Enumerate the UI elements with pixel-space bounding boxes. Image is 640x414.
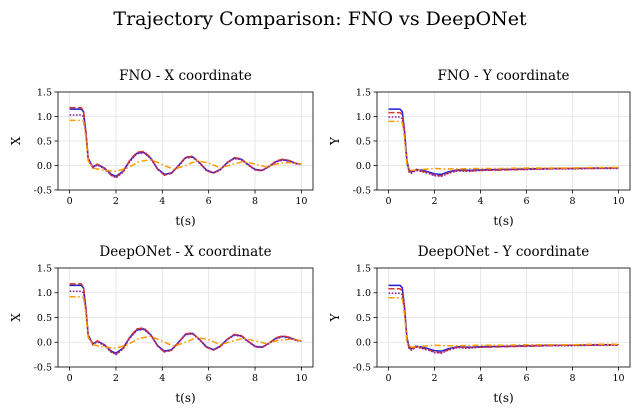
y-tick-label: 1.0 [37, 288, 52, 299]
series-line-dotted [69, 114, 302, 179]
x-axis-label: t(s) [175, 391, 195, 405]
y-tick-label: 0.0 [37, 338, 52, 349]
series-line-dashed [388, 111, 619, 177]
y-axis-label: Y [328, 136, 342, 146]
x-tick-label: 0 [385, 373, 391, 384]
x-tick-label: 0 [67, 196, 73, 207]
y-axis-label: Y [328, 312, 342, 322]
x-tick-label: 8 [252, 196, 258, 207]
x-tick-label: 8 [252, 373, 258, 384]
series-line-dashdot [388, 296, 619, 348]
y-tick-label: 0.5 [356, 136, 371, 147]
subplot-1: 0 2 4 6 8 10 -0.5 0.0 0.5 1.0 1.5 FNO - X coordinat… [9, 68, 314, 228]
x-tick-label: 6 [206, 196, 212, 207]
series-line-dashdot [69, 295, 302, 349]
series-line-dotted [388, 116, 619, 178]
series-group [69, 106, 302, 179]
x-tick-label: 4 [477, 373, 483, 384]
series-group [388, 108, 619, 178]
y-tick-label: -0.5 [34, 185, 52, 196]
y-tick-label: -0.5 [353, 362, 371, 373]
x-axis-label: t(s) [493, 391, 513, 405]
x-tick-label: 2 [113, 373, 119, 384]
y-tick-label: 1.0 [356, 112, 371, 123]
series-line-dashed [69, 283, 302, 355]
y-axis-label: X [9, 313, 23, 322]
series-line-solid [388, 284, 619, 352]
y-tick-label: -0.5 [34, 362, 52, 373]
subplot-title: FNO - X coordinate [119, 68, 252, 84]
y-tick-label: 1.5 [37, 87, 52, 98]
x-tick-label: 6 [206, 373, 212, 384]
series-line-solid [388, 108, 619, 176]
x-tick-label: 10 [295, 373, 307, 384]
x-tick-label: 4 [159, 196, 165, 207]
x-tick-label: 2 [113, 196, 119, 207]
x-tick-label: 8 [569, 373, 575, 384]
subplots: 0 2 4 6 8 10 -0.5 0.0 0.5 1.0 1.5 FNO - X coordinat… [9, 68, 631, 405]
y-axis-label: X [9, 136, 23, 145]
subplot-4: 0 2 4 6 8 10 -0.5 0.0 0.5 1.0 1.5 DeepONet - Y coor… [328, 244, 631, 405]
series-line-dashdot [69, 119, 302, 173]
series-group [388, 284, 619, 354]
series-line-dotted [388, 292, 619, 354]
x-tick-label: 4 [159, 373, 165, 384]
x-tick-label: 10 [295, 196, 307, 207]
series-line-dashdot [388, 120, 619, 172]
y-tick-label: 0.5 [37, 136, 52, 147]
x-tick-label: 4 [477, 196, 483, 207]
y-tick-label: 1.5 [37, 263, 52, 274]
x-tick-label: 6 [523, 373, 529, 384]
series-line-dashed [388, 288, 619, 354]
y-tick-label: 0.0 [356, 338, 371, 349]
x-tick-label: 2 [431, 373, 437, 384]
x-tick-label: 10 [612, 373, 624, 384]
y-tick-label: 1.0 [37, 112, 52, 123]
x-tick-label: 10 [612, 196, 624, 207]
x-tick-label: 2 [431, 196, 437, 207]
subplot-title: FNO - Y coordinate [438, 68, 570, 84]
x-axis-label: t(s) [175, 214, 195, 228]
x-tick-label: 0 [67, 373, 73, 384]
y-tick-label: 1.5 [356, 87, 371, 98]
y-tick-label: 1.0 [356, 288, 371, 299]
y-tick-label: 0.5 [37, 313, 52, 324]
y-tick-label: 1.5 [356, 263, 371, 274]
x-tick-label: 6 [523, 196, 529, 207]
x-tick-label: 8 [569, 196, 575, 207]
subplot-3: 0 2 4 6 8 10 -0.5 0.0 0.5 1.0 1.5 DeepONet - X coor… [9, 244, 314, 405]
x-axis-label: t(s) [493, 214, 513, 228]
y-tick-label: 0.0 [37, 161, 52, 172]
subplot-2: 0 2 4 6 8 10 -0.5 0.0 0.5 1.0 1.5 FNO - Y coordinat… [328, 68, 631, 228]
y-tick-label: 0.5 [356, 313, 371, 324]
figure-title: Trajectory Comparison: FNO vs DeepONet [113, 8, 527, 30]
series-group [69, 283, 302, 356]
y-tick-label: -0.5 [353, 185, 371, 196]
y-tick-label: 0.0 [356, 161, 371, 172]
subplot-title: DeepONet - Y coordinate [418, 244, 589, 260]
x-tick-label: 0 [385, 196, 391, 207]
subplot-title: DeepONet - X coordinate [99, 244, 271, 260]
